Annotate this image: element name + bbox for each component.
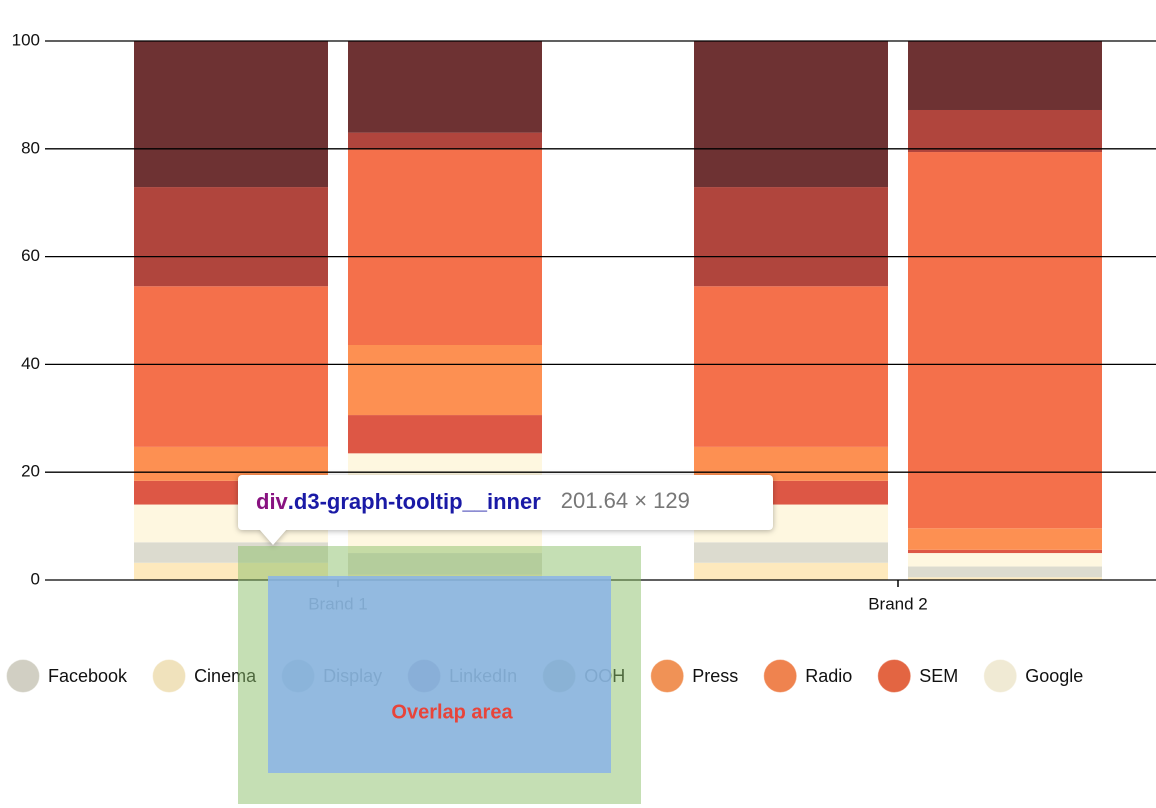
legend-swatch <box>877 659 911 693</box>
y-tick-label: 100 <box>12 30 40 49</box>
bar-segment <box>134 41 328 188</box>
y-tick-label: 0 <box>31 569 40 588</box>
legend-label: SEM <box>919 666 958 686</box>
y-tick-label: 60 <box>21 246 40 265</box>
bar-segment <box>908 549 1102 554</box>
bar-segment <box>908 152 1102 529</box>
bar-segment <box>694 562 888 580</box>
legend-label: Google <box>1025 666 1083 686</box>
bar-segment <box>908 566 1102 578</box>
legend-swatch <box>152 659 186 693</box>
bar-segment <box>694 41 888 188</box>
bar-segment <box>694 187 888 287</box>
legend-swatch <box>650 659 684 693</box>
tooltip-selector: .d3-graph-tooltip__inner <box>288 489 541 514</box>
bar-segment <box>134 187 328 287</box>
y-tick-label: 40 <box>21 354 40 373</box>
bar-segment <box>694 286 888 447</box>
bar-segment <box>348 148 542 345</box>
bar-segment <box>908 577 1102 580</box>
devtools-tooltip <box>238 475 773 545</box>
bar-segment <box>134 286 328 447</box>
bar-segment <box>908 528 1102 550</box>
tooltip-box <box>238 475 773 530</box>
legend-swatch <box>6 659 40 693</box>
y-tick-label: 80 <box>21 138 40 157</box>
bar-segment <box>908 109 1102 153</box>
legend-swatch <box>983 659 1017 693</box>
tooltip-size: 201.64 × 129 <box>561 488 690 513</box>
tooltip-tag: div <box>256 489 289 514</box>
bar-segment <box>348 41 542 133</box>
bar-segment <box>908 553 1102 567</box>
content-overlay <box>268 576 611 773</box>
bar-segment <box>348 344 542 416</box>
bar-segment <box>348 415 542 454</box>
x-tick-label: Brand 2 <box>868 594 928 613</box>
overlay-label: Overlap area <box>391 701 513 723</box>
legend-label: Radio <box>805 666 852 686</box>
tooltip-arrow <box>259 529 287 545</box>
legend-swatch <box>763 659 797 693</box>
y-tick-label: 20 <box>21 462 40 481</box>
legend-label: Press <box>692 666 738 686</box>
bar-segment <box>908 41 1102 110</box>
bar-segment <box>694 542 888 563</box>
bar-segment <box>348 132 542 149</box>
legend-label: Facebook <box>48 666 128 686</box>
